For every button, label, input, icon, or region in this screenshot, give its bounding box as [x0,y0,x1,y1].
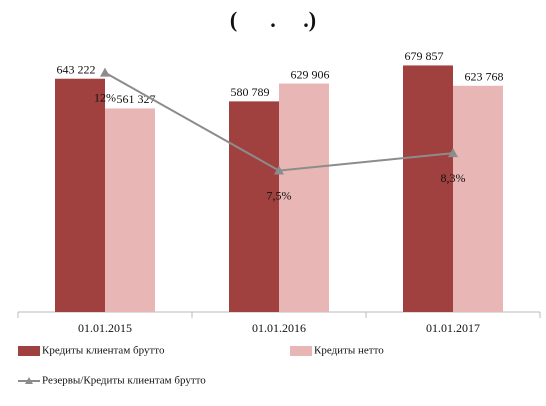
legend-label: Резервы/Кредиты клиентам брутто [42,375,206,387]
x-tick-label: 01.01.2017 [426,321,480,335]
bar [229,101,279,312]
legend-label: Кредиты клиентам брутто [42,345,165,357]
data-label: 7,5% [267,188,292,202]
bar [55,78,105,312]
bar [403,65,453,312]
bar [105,108,155,312]
data-label: 561 327 [117,92,156,106]
data-label: 643 222 [57,62,96,76]
data-label: 12% [94,90,116,104]
bar [279,83,329,312]
legend-label: Кредиты нетто [314,345,384,357]
marker [274,165,284,175]
legend-marker [25,377,33,384]
legend-swatch [18,346,40,356]
data-label: 679 857 [405,49,444,63]
data-label: 623 768 [465,70,504,84]
x-tick-label: 01.01.2015 [78,321,132,335]
data-label: 580 789 [231,85,270,99]
chart-title: ( . .) [230,7,316,32]
bar [453,85,503,312]
x-tick-label: 01.01.2016 [252,321,306,335]
marker [100,67,110,77]
data-label: 629 906 [291,67,330,81]
data-label: 8,3% [441,171,466,185]
legend-swatch [290,346,312,356]
marker [448,148,458,158]
